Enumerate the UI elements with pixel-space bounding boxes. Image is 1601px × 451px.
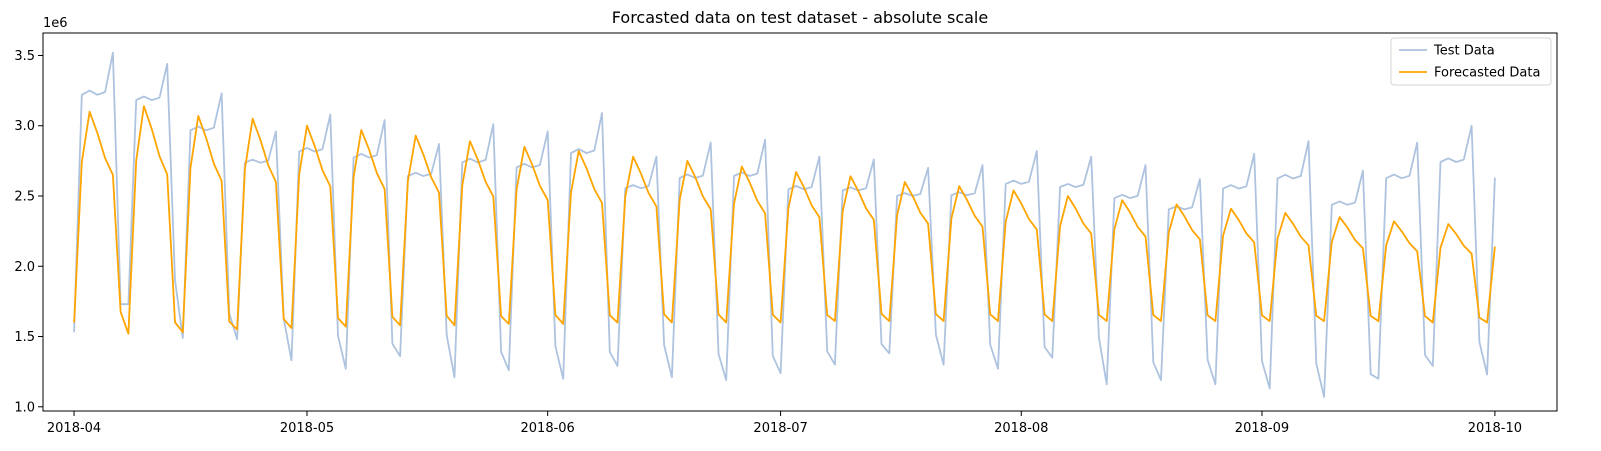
axes-frame [42,32,1558,412]
chart-title: Forcasted data on test dataset - absolut… [612,8,988,27]
series-line-test-data [73,51,1496,398]
x-tick-label: 2018-04 [47,421,101,436]
y-tick-label: 3.0 [14,119,35,134]
legend-box [1390,37,1552,86]
legend-label-forecasted-data: Forecasted Data [1434,66,1540,81]
y-tick-label: 1.0 [14,400,35,415]
legend: Test Data Forecasted Data [1390,37,1552,86]
x-tick-label: 2018-10 [1468,421,1522,436]
legend-label-test-data: Test Data [1433,44,1495,59]
x-tick-label: 2018-09 [1235,421,1289,436]
y-multiplier-label: 1e6 [43,16,68,31]
plot-area: 1.0 1.5 2.0 2.5 3.0 3.5 2018-04 2018-05 2018-06 2… [14,32,1558,436]
y-tick-label: 2.5 [14,190,35,205]
x-tick-label: 2018-05 [280,421,334,436]
series-line-forecasted-data [73,105,1496,335]
x-tick-label: 2018-08 [994,421,1048,436]
y-tick-label: 3.5 [14,49,35,64]
y-tick-label: 1.5 [14,330,35,345]
x-tick-label: 2018-07 [753,421,807,436]
x-tick-label: 2018-06 [521,421,575,436]
y-tick-label: 2.0 [14,260,35,275]
